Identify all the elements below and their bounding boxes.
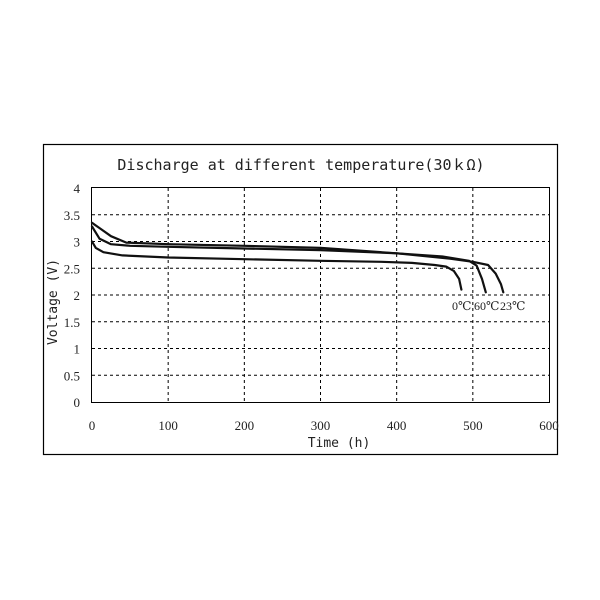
y-tick-label: 1 [74,342,81,357]
y-axis-label: Voltage (V) [46,259,61,345]
plot-area [91,187,550,403]
x-tick-label: 100 [158,418,178,433]
chart-title: Discharge at different temperature(30ｋΩ) [117,156,484,174]
series-label-23c: 23℃ [500,299,525,313]
series-line-0 [90,240,463,291]
grid-lines [92,188,549,402]
series-label-60c: 60℃ [474,299,499,313]
series-label-0c: 0℃ [452,299,471,313]
series-line-2 [90,221,505,294]
y-tick-label: 1.5 [64,315,80,330]
x-tick-label: 300 [311,418,331,433]
series-lines [90,221,505,294]
series-line-1 [90,225,487,294]
y-tick-label: 3.5 [64,208,80,223]
y-tick-label: 0.5 [64,368,80,383]
y-tick-label: 2.5 [64,261,80,276]
x-tick-label: 200 [235,418,255,433]
y-tick-label: 2 [74,288,81,303]
y-tick-label: 4 [74,181,81,196]
y-tick-label: 0 [74,395,81,410]
tick-labels: 0 100 200 300 400 500 600 0 0.5 1 1.5 2 2.5 3 3.5 4 [64,181,559,433]
x-tick-label: 0 [89,418,96,433]
x-tick-label: 400 [387,418,407,433]
y-tick-label: 3 [74,235,81,250]
x-tick-label: 500 [463,418,483,433]
x-axis-label: Time (h) [308,436,371,451]
x-tick-label: 600 [539,418,559,433]
